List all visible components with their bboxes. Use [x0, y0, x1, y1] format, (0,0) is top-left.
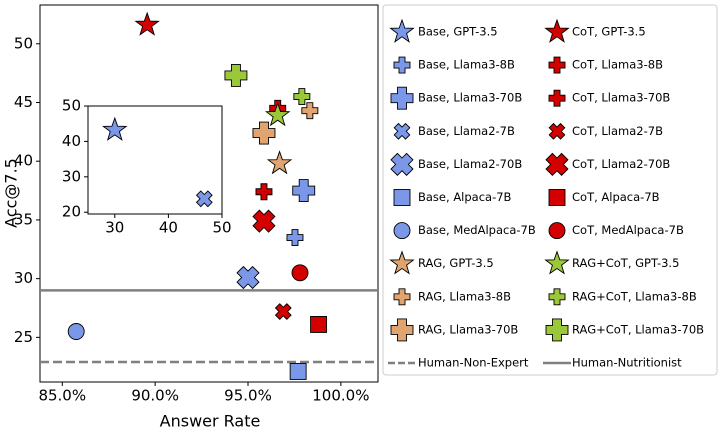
- legend-marker: [393, 288, 411, 306]
- legend-marker: [545, 152, 569, 176]
- data-point: [274, 303, 292, 320]
- data-point: [301, 102, 319, 120]
- legend-marker: [390, 318, 414, 342]
- x-tick-label: 95.0%: [224, 387, 272, 405]
- legend-label: Base, Llama3-70B: [418, 91, 522, 105]
- legend-marker: [548, 189, 566, 206]
- x-tick-label: 90.0%: [131, 387, 179, 405]
- legend-label: CoT, Llama3-8B: [572, 58, 663, 72]
- legend-label: Base, Llama3-8B: [418, 58, 515, 72]
- legend-marker: [548, 288, 566, 306]
- data-point: [195, 190, 213, 208]
- legend-label: Base, MedAlpaca-7B: [418, 223, 536, 237]
- y-axis-label: Acc@7.5: [2, 158, 21, 228]
- legend-marker: [544, 250, 570, 275]
- y-tick-label: 45: [14, 93, 33, 111]
- data-point: [134, 11, 160, 36]
- x-tick-label: 40: [159, 219, 178, 237]
- data-point: [289, 362, 307, 380]
- data-point: [292, 179, 316, 203]
- legend-label: RAG+CoT, Llama3-8B: [572, 289, 697, 303]
- y-tick-label: 50: [14, 34, 33, 52]
- legend-marker: [393, 189, 411, 206]
- legend-marker: [393, 222, 411, 240]
- legend-label: RAG, Llama3-8B: [418, 289, 511, 303]
- y-tick-label: 40: [14, 152, 33, 170]
- data-point: [102, 116, 128, 141]
- legend-marker: [544, 18, 570, 43]
- legend-marker: [548, 89, 566, 107]
- data-point: [67, 323, 85, 340]
- y-tick-label: 50: [62, 97, 81, 115]
- legend-marker: [545, 318, 569, 342]
- data-point: [286, 229, 304, 246]
- data-point: [266, 150, 293, 175]
- legend-label: RAG+CoT, GPT-3.5: [572, 256, 679, 270]
- x-tick-label: 50: [212, 219, 231, 237]
- data-point: [252, 121, 276, 145]
- legend-label: CoT, Llama3-70B: [572, 91, 670, 105]
- legend-label: Base, Llama2-7B: [418, 124, 515, 138]
- legend-marker: [389, 250, 415, 275]
- legend-marker: [548, 222, 566, 240]
- data-point: [293, 88, 311, 106]
- legend-label: CoT, Llama2-70B: [572, 157, 670, 171]
- legend-label: CoT, Alpaca-7B: [572, 190, 660, 204]
- y-tick-label: 30: [62, 167, 81, 185]
- legend-label: Base, GPT-3.5: [418, 25, 498, 39]
- legend-label: Base, Alpaca-7B: [418, 190, 512, 204]
- y-tick-label: 30: [14, 269, 33, 287]
- x-tick-label: 100.0%: [312, 387, 369, 405]
- legend-marker: [548, 122, 566, 140]
- data-point: [236, 265, 260, 290]
- legend-label: CoT, Llama2-7B: [572, 124, 663, 138]
- data-point: [264, 102, 291, 127]
- legend-marker: [390, 152, 414, 176]
- legend-label: RAG, GPT-3.5: [418, 256, 494, 270]
- data-point: [224, 64, 248, 87]
- legend-label: Base, Llama2-70B: [418, 157, 522, 171]
- legend-marker: [393, 56, 411, 74]
- x-axis-label: Answer Rate: [160, 412, 261, 431]
- legend-label: CoT, MedAlpaca-7B: [572, 223, 684, 237]
- legend-label: Human-Non-Expert: [418, 356, 529, 370]
- y-tick-label: 25: [14, 328, 33, 346]
- data-point: [310, 316, 328, 333]
- legend-label: CoT, GPT-3.5: [572, 25, 646, 39]
- data-point: [255, 183, 273, 201]
- data-point: [291, 264, 309, 282]
- y-tick-label: 40: [62, 132, 81, 150]
- y-tick-label: 20: [62, 203, 81, 221]
- legend-marker: [390, 86, 414, 110]
- x-tick-label: 30: [105, 219, 124, 237]
- legend-label: Human-Nutritionist: [572, 356, 682, 370]
- legend-marker: [393, 122, 411, 140]
- legend-label: RAG+CoT, Llama3-70B: [572, 322, 704, 336]
- x-tick-label: 85.0%: [38, 387, 86, 405]
- y-tick-label: 35: [14, 210, 33, 228]
- legend-marker: [389, 18, 415, 43]
- legend-marker: [548, 56, 566, 74]
- legend-label: RAG, Llama3-70B: [418, 322, 518, 336]
- data-point: [252, 209, 276, 233]
